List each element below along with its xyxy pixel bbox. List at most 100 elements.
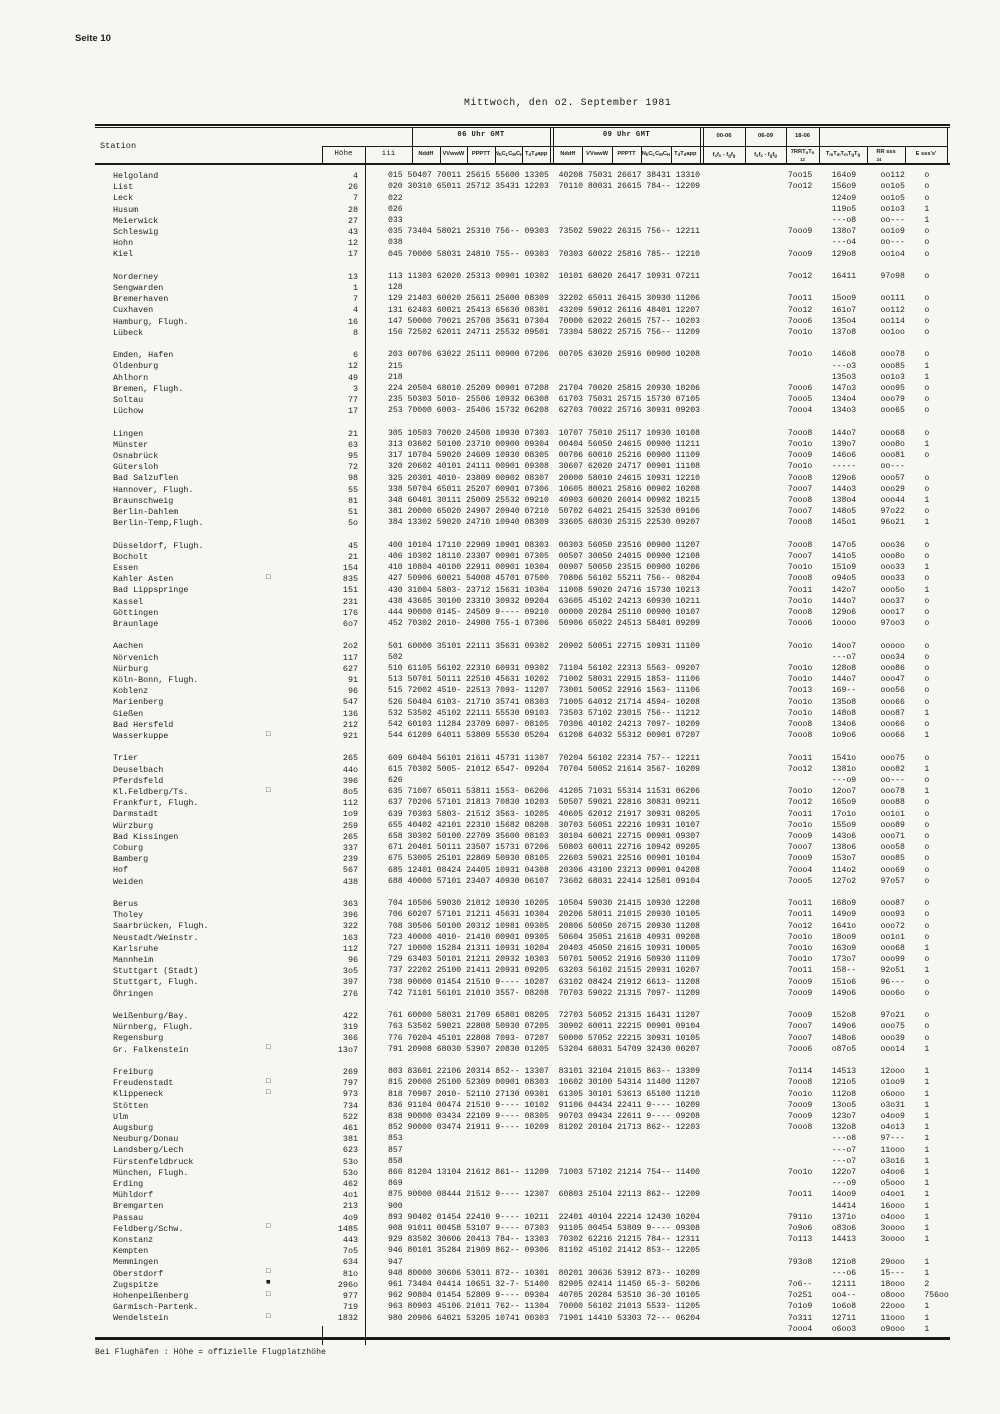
station-elevation: 176 [342,607,358,618]
station-elevation: 296o [337,1279,358,1290]
station-name: Oberstdorf [113,1268,164,1279]
station-elevation: 13 [347,271,358,282]
table-row: Ahlhorn 49 218 135o3 oo1o3 1 [95,373,975,384]
observation-data-line: 727 10000 15284 21311 10931 10204 20403 … [388,944,930,954]
header-vline [467,146,469,163]
table-row: Landsberg/Lech 623 857 ---o7 11ooo 1 [95,1145,975,1156]
station-elevation: 55 [347,484,358,495]
station-elevation: 154 [342,563,358,573]
station-name: Cuxhaven [113,305,154,316]
table-row: Zugspitze ■ 296o 961 73404 04414 10651 3… [95,1279,975,1291]
station-elevation: 443 [342,1235,358,1245]
table-row: 7ooo4 o6oo3 o9ooo 1 [95,1325,975,1336]
station-elevation: 91 [347,675,358,685]
table-row: Bad Salzuflen 98 325 20301 4010- 23809 0… [95,473,975,484]
observation-data-line: 836 91104 00474 21510 9---- 10102 91106 … [388,1100,930,1110]
station-elevation: 366 [342,1033,358,1044]
table-row: Köln-Bonn, Flugh. 91 513 50701 50111 225… [95,675,975,686]
station-name: Feldberg/Schw. [113,1223,184,1234]
table-row: Münster 63 313 03602 50100 23710 00900 0… [95,440,975,451]
observation-data-line: 444 90000 0145- 24509 9---- 09210 00000 … [388,608,930,618]
observation-data-line: 980 20906 64021 53205 10741 00303 71901 … [388,1313,930,1323]
header-vline [322,146,323,163]
station-name: Bad Lippspringe [113,585,189,596]
observation-data-line: 427 50906 60021 54008 45701 07500 70806 … [388,574,930,584]
mountain-station-marker-icon: □ [266,1223,271,1232]
observation-data-line: 609 60404 56101 21611 45731 11307 70204 … [388,753,930,763]
observation-data-line: 929 83502 30606 20413 784-- 13303 70302 … [388,1235,930,1245]
table-row: Feldberg/Schw. □ 1485 908 91011 00458 53… [95,1223,975,1235]
observation-data-line: 313 03602 50100 23710 00900 09304 00404 … [388,440,930,450]
footnote: Bei Flughäfen : Höhe = offizielle Flugpl… [95,1348,326,1357]
station-elevation: 567 [342,865,358,876]
station-elevation: 462 [342,1179,358,1189]
station-name: Bremerhaven [113,294,169,305]
table-row: Nürburg 627 510 61105 56102 22310 60931 … [95,664,975,675]
station-name: Kempten [113,1246,149,1257]
station-name: Kassel [113,596,144,607]
table-row: Weißenburg/Bay. 422 761 60000 58031 2170… [95,1011,975,1022]
observation-data-line: 908 91011 00458 53107 9---- 07303 91105 … [388,1224,930,1234]
observation-data-line: 737 22202 25100 21411 20931 09205 63203 … [388,966,930,976]
station-elevation: 28 [347,204,358,215]
station-name: Passau [113,1212,144,1223]
station-name: Oldenburg [113,361,159,372]
table-row: Kassel 231 438 43605 30100 23310 30932 0… [95,597,975,608]
table-row: Hamburg, Flugh. 16 147 50000 70021 25708… [95,317,975,328]
header-vline [641,146,643,163]
station-name: Braunlage [113,619,159,629]
station-name: List [113,182,134,193]
observation-data-line: 452 70302 2010- 24908 755-1 07306 50906 … [388,619,930,629]
table-row: Neustadt/Weinstr. 163 723 40000 4010- 21… [95,933,975,944]
table-row: Berus 363 704 10506 59030 21012 10930 10… [95,899,975,910]
table-row: Bremen, Flugh. 3 224 20504 68010 25209 0… [95,384,975,395]
observation-data-line: 215 ---o3 ooo85 1 [388,361,930,371]
observation-data-line: 438 43605 30100 23310 30932 09204 63605 … [388,596,930,606]
station-name: Meierwick [113,215,159,226]
header-vline [522,146,524,163]
table-row: Lingen 21 305 10503 70020 24508 10930 07… [95,429,975,440]
table-row: Kiel 17 045 70000 58031 24810 755-- 0930… [95,249,975,260]
station-name: Koblenz [113,686,149,697]
station-elevation: 27 [347,215,358,226]
table-row: Hof 567 685 12401 08424 24405 10931 0430… [95,865,975,876]
header-vline [365,146,366,163]
table-row: Hohn 12 038 ---o4 oo--- o [95,238,975,249]
station-elevation: 7 [352,193,358,204]
station-elevation: 1o9 [342,809,358,820]
table-row: Gießen 136 532 53502 45102 22111 55530 0… [95,709,975,720]
table-row: Trier 265 609 60404 56101 21611 45731 11… [95,753,975,764]
observation-data-line: 948 80000 30606 53011 872-- 10301 80201 … [388,1268,930,1278]
observation-data-line: 410 10804 40100 22911 00901 10304 00907 … [388,563,930,573]
table-row: Wendelstein □ 1832 980 20906 64021 53205… [95,1313,975,1324]
bottom-tick [322,1326,323,1345]
group-header-18-06: 18-06 [794,133,811,139]
station-name: Düsseldorf, Flugh. [113,540,204,551]
mountain-station-marker-icon: □ [266,1312,271,1321]
header-vline [947,127,948,163]
station-name: Berlin-Dahlem [113,507,179,517]
station-name: Mannheim [113,955,154,965]
field-header-nddff: Nddff [560,151,576,157]
observation-data-line: 963 80903 45106 21011 762-- 11304 70000 … [388,1302,930,1312]
table-row: Fürstenfeldbruck 53o 858 ---o7 o3o16 1 [95,1157,975,1168]
station-name: Leck [113,193,134,204]
column-header-station: Station [100,141,137,151]
header-vline [786,127,787,163]
observation-data-line: 320 20602 40101 24111 00901 09308 30607 … [388,462,905,472]
table-row: Ulm 522 838 90000 03434 22109 9---- 0830… [95,1112,975,1123]
station-name: Tholey [113,910,144,921]
table-row: Mühldorf 4o1 875 90000 08444 21512 9----… [95,1190,975,1201]
field-header-ppptt: PPPTT [471,151,491,157]
station-elevation: 151 [342,585,358,596]
observation-data-line: 738 90000 01454 21510 9---- 10207 63102 … [388,977,930,987]
station-name: Freiburg [113,1067,154,1077]
table-row: Husum 28 026 119o5 oo1o3 1 [95,205,975,216]
observation-data-line: 838 90000 03434 22109 9---- 08305 90703 … [388,1112,930,1122]
station-elevation: 77 [347,395,358,405]
table-row: Gütersloh 72 320 20602 40101 24111 00901… [95,462,975,473]
table-row: München, Flugh. 53o 866 81204 13104 2161… [95,1168,975,1179]
observation-data-line: 515 72002 4510- 22513 7093- 11207 73001 … [388,686,930,696]
table-row: Freiburg 269 803 83601 22106 20314 852--… [95,1067,975,1078]
observation-data-line: 156 72502 62011 24711 25532 09501 73304 … [388,328,930,338]
